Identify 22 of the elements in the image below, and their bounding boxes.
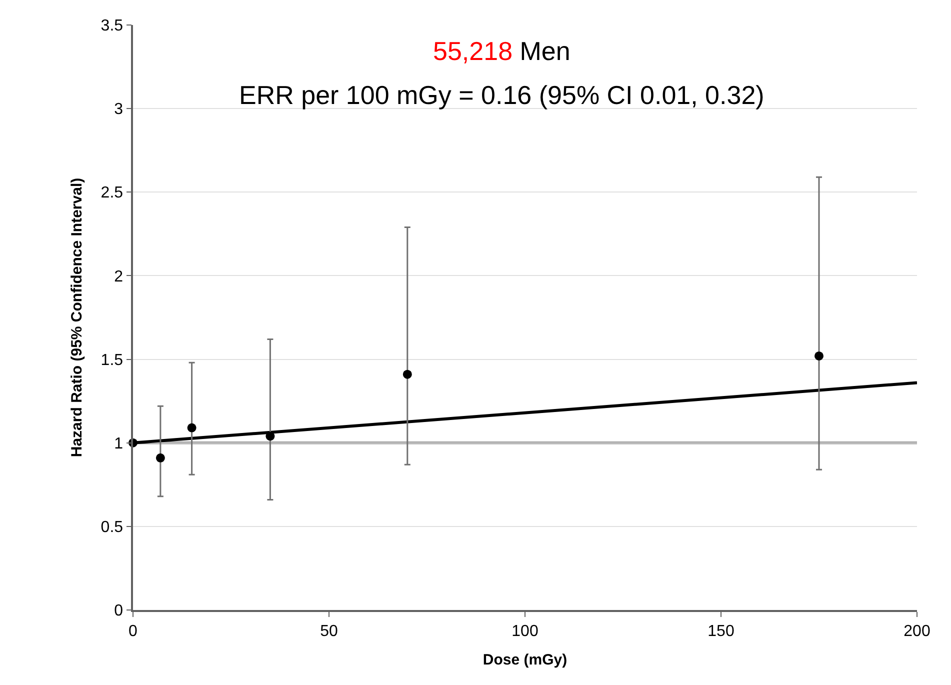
point [266, 432, 275, 441]
y-axis-title: Hazard Ratio (95% Confidence Interval) [68, 178, 86, 458]
x-tick-label: 150 [708, 622, 734, 640]
y-tick-label: 3 [114, 101, 124, 118]
x-tick-label: 0 [128, 622, 138, 640]
x-tick-label: 100 [512, 622, 538, 640]
y-tick-label: 0.5 [100, 519, 124, 536]
text: 55,218 Men [433, 36, 570, 66]
point [814, 351, 824, 360]
point [402, 370, 412, 379]
x-axis-title: Dose (mGy) [482, 651, 568, 668]
point [187, 423, 196, 432]
y-tick-label: 0 [114, 602, 124, 620]
y-tick-label: 2 [114, 268, 124, 286]
y-tick-label: 2.5 [100, 184, 124, 202]
y-tick-label: 3.5 [100, 18, 124, 35]
x-tick-label: 200 [904, 622, 930, 640]
x-tick-label: 50 [320, 622, 338, 640]
point [156, 453, 165, 462]
y-tick-label: 1 [114, 435, 124, 452]
y-tick-label: 1.5 [100, 352, 124, 369]
text: ERR per 100 mGy = 0.16 (95% CI 0.01, 0.32) [239, 80, 764, 110]
